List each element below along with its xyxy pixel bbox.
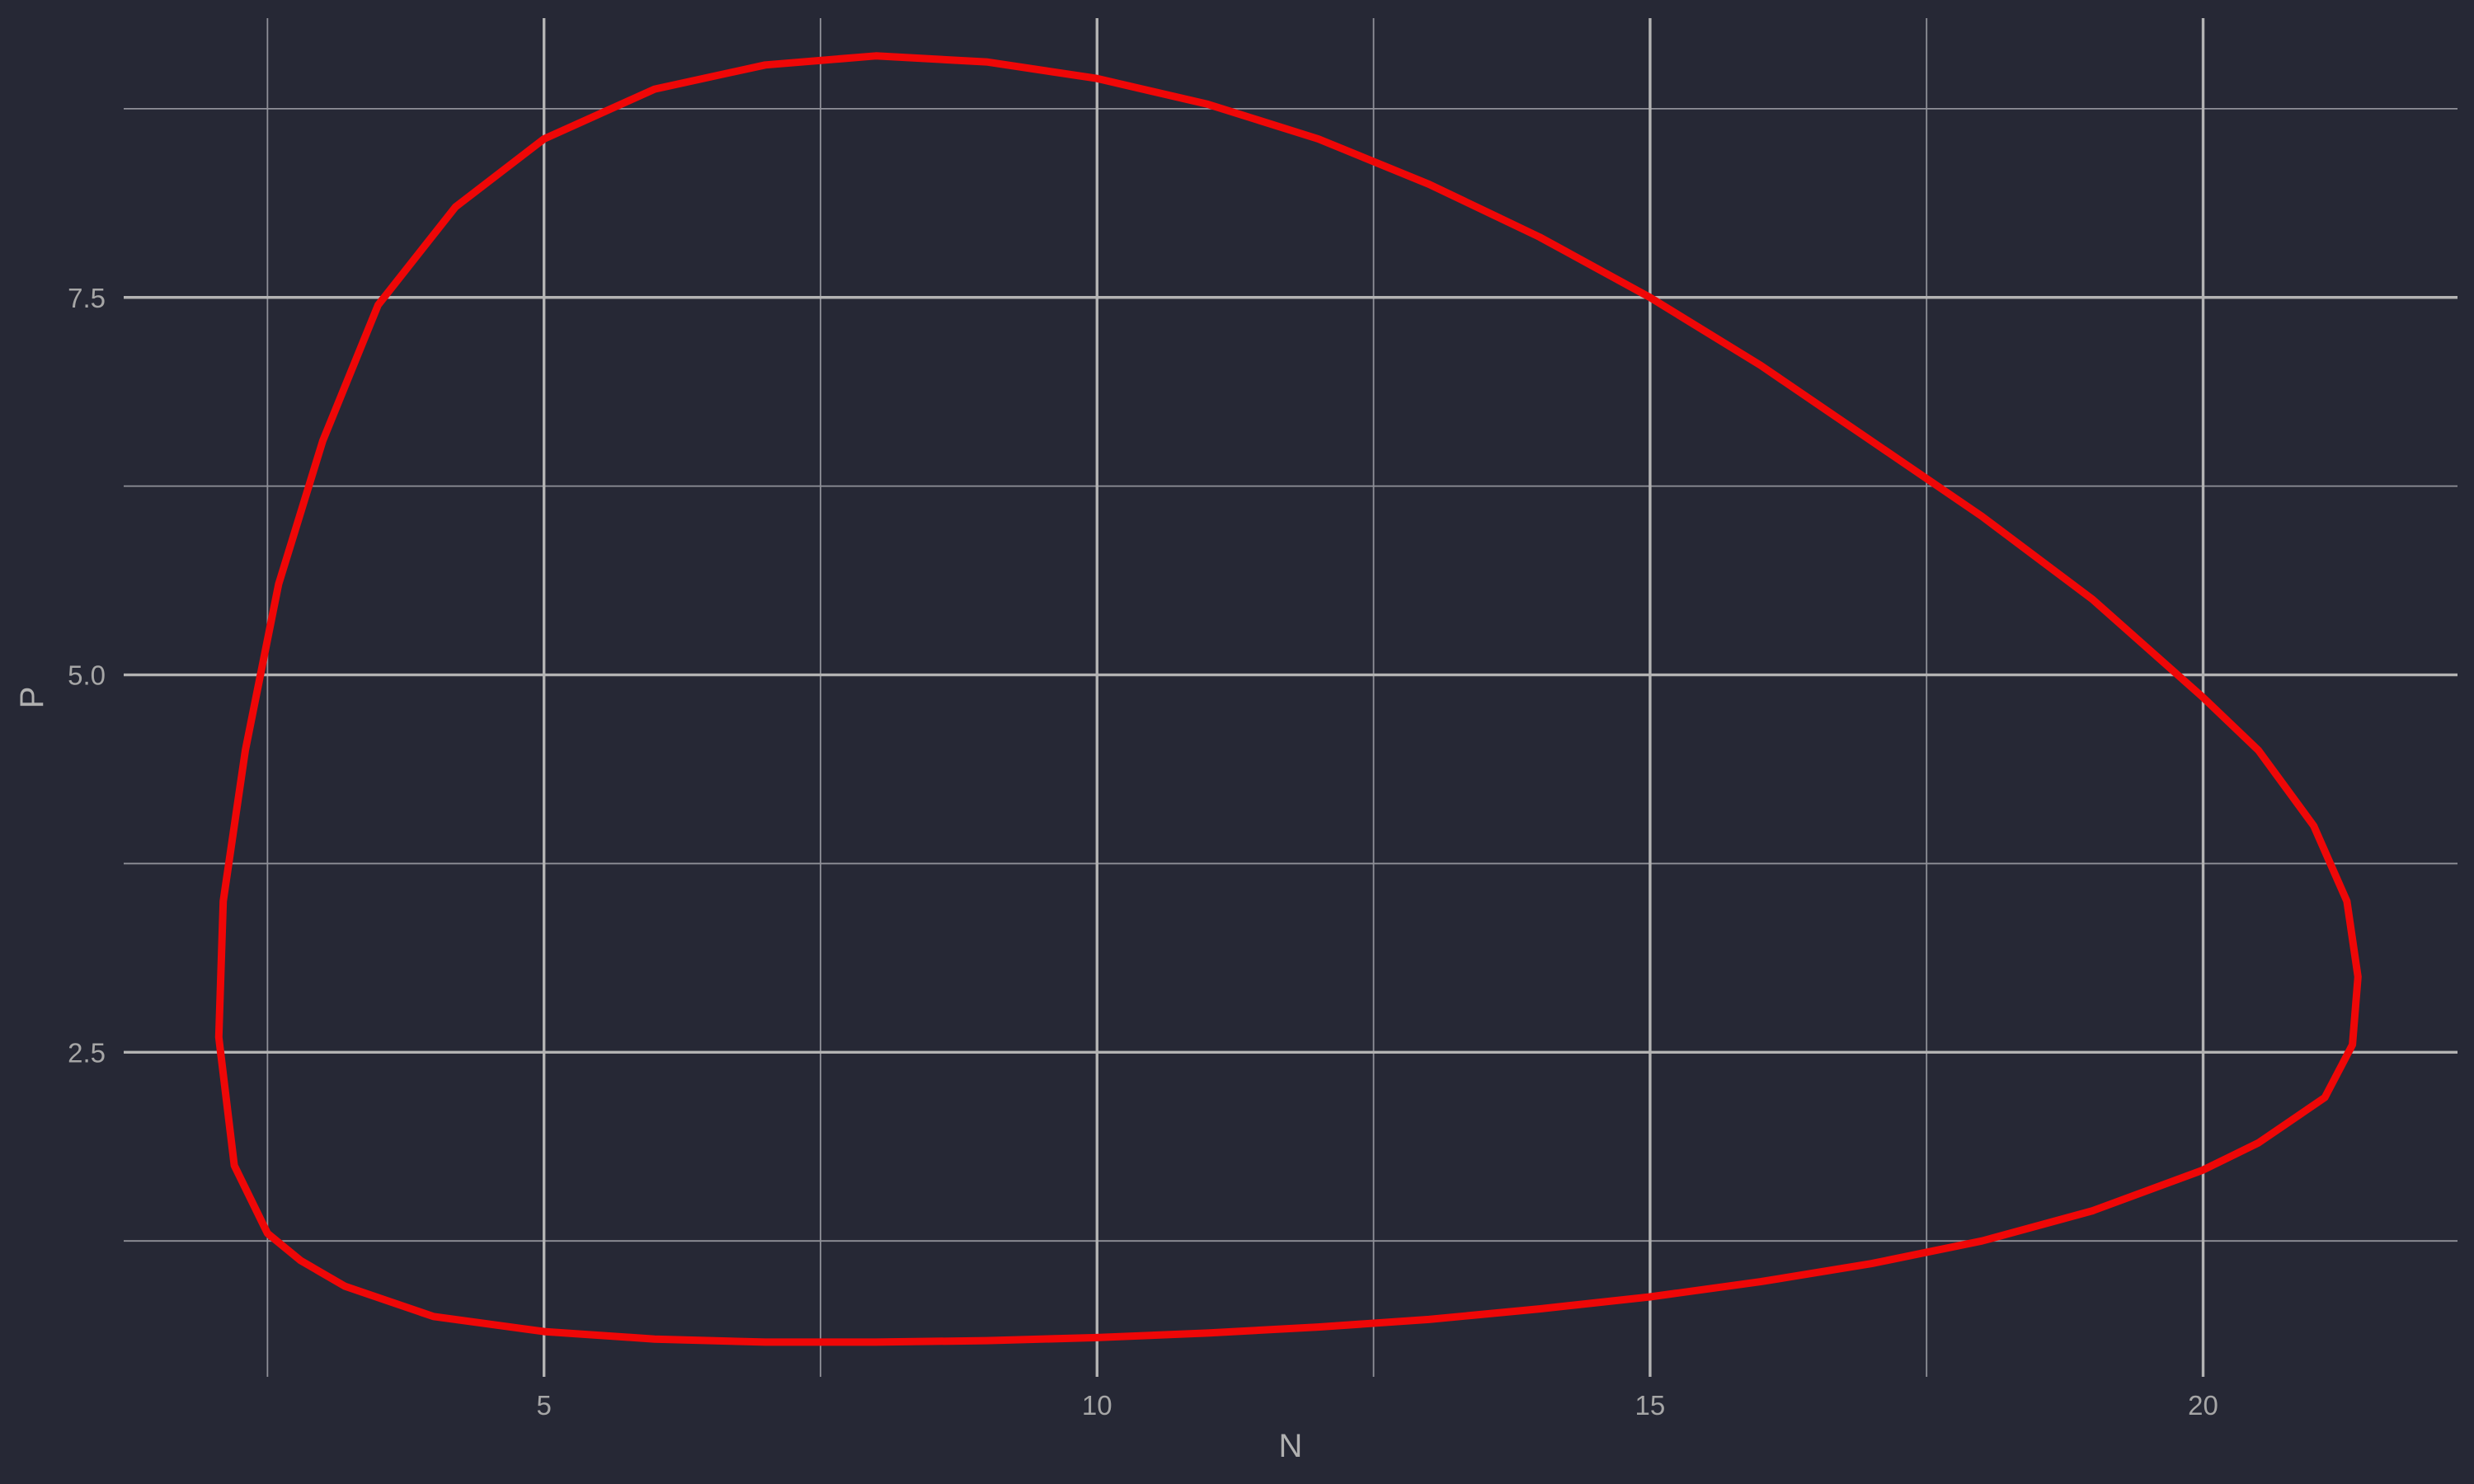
y-tick-label: 2.5 <box>68 1037 106 1068</box>
series-line-0 <box>214 52 2362 1346</box>
major-gridlines <box>124 18 2458 1377</box>
x-tick-label: 10 <box>1082 1390 1112 1421</box>
x-tick-label: 5 <box>536 1390 551 1421</box>
y-axis-title: P <box>14 687 50 709</box>
y-tick-label: 5.0 <box>68 660 106 691</box>
x-tick-label: 20 <box>2188 1390 2218 1421</box>
series-layer <box>214 52 2362 1346</box>
x-axis-title: N <box>1279 1428 1303 1464</box>
y-axis-ticks: 2.5 5.0 7.5 <box>68 283 106 1068</box>
x-axis-ticks: 5 10 15 20 <box>536 1390 2218 1421</box>
minor-gridlines <box>124 18 2458 1377</box>
y-tick-label: 7.5 <box>68 283 106 313</box>
x-tick-label: 15 <box>1635 1390 1666 1421</box>
